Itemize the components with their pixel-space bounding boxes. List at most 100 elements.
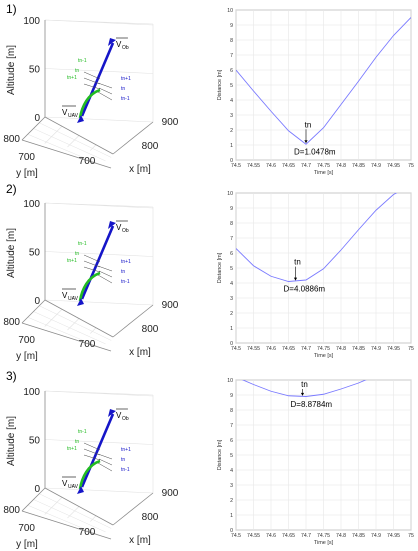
x-tick-label: 74.5 xyxy=(231,346,241,352)
vec-ob-label: V xyxy=(116,223,122,232)
x-axis-label: x [m] xyxy=(129,164,151,175)
tn-arrow-head xyxy=(293,277,298,281)
obstacle-trajectory xyxy=(80,225,115,300)
obstacle-time-label: tn-1 xyxy=(121,96,130,102)
projection-line xyxy=(97,274,113,284)
x-axis-label: Time [s] xyxy=(314,540,334,546)
projection-line xyxy=(83,260,101,268)
uav-trajectory xyxy=(78,271,101,302)
x-tick-label: 74.5 xyxy=(231,533,241,539)
distance-line xyxy=(236,193,398,282)
x-tick-label: 74.7 xyxy=(301,533,311,539)
floor-gridline xyxy=(67,135,80,148)
y-front-axis xyxy=(21,139,112,169)
floor-gridline-cross xyxy=(27,134,100,165)
z-gridline xyxy=(44,251,154,257)
x-axis-label: Time [s] xyxy=(314,170,334,176)
y-tick-label: 0 xyxy=(230,341,233,347)
y-tick-label: 10 xyxy=(227,8,233,14)
min-distance-annotation: D=8.8784m xyxy=(291,400,333,409)
panel-label-1: 1) xyxy=(6,2,17,16)
tn-marker-label: tn xyxy=(305,120,312,129)
x-depth-axis xyxy=(44,487,114,526)
tn-marker-label: tn xyxy=(294,258,301,267)
z-gridline xyxy=(44,439,154,445)
floor-gridline-cross xyxy=(27,505,100,536)
y-axis xyxy=(21,299,46,324)
x-tick-label: 74.75 xyxy=(317,163,330,169)
x-tick-label: 800 xyxy=(142,324,159,335)
x-tick-label: 74.65 xyxy=(282,163,295,169)
floor-gridline xyxy=(90,144,97,151)
y-tick-label: 0 xyxy=(230,528,233,534)
y-axis-label: Distance [m] xyxy=(217,252,223,283)
uav-arrow-head xyxy=(77,298,84,306)
floor-gridline-cross xyxy=(39,305,112,341)
obstacle-trajectory xyxy=(80,413,115,488)
obstacle-time-label: tn+1 xyxy=(121,447,131,453)
projection-line xyxy=(83,77,101,85)
x-tick-label: 74.95 xyxy=(387,163,400,169)
y-tick-label: 3 xyxy=(230,296,233,302)
floor-gridline-cross xyxy=(27,317,100,348)
vec-uav-subscript: UAV xyxy=(68,296,79,302)
y-tick-label: 4 xyxy=(230,468,233,474)
uav-time-label: tn-1 xyxy=(78,241,87,247)
y-tick-label: 1 xyxy=(230,326,233,332)
x-tick-label: 74.6 xyxy=(266,346,276,352)
x-tick-label: 74.8 xyxy=(336,533,346,539)
z-gridline xyxy=(44,487,154,494)
tn-arrow-head xyxy=(304,140,308,144)
floor-gridline xyxy=(90,327,97,334)
uav-time-label: tn xyxy=(75,251,79,257)
projection-line xyxy=(97,82,113,89)
floor-gridline xyxy=(44,497,63,515)
trajectory-3d-plot-3: 0 50 100 Altitude [m] 800 700 y [m] 900 800 700 x … xyxy=(3,387,179,550)
x-tick-label: 900 xyxy=(162,117,179,128)
floor-gridline xyxy=(44,309,63,327)
x-tick-label: 74.95 xyxy=(387,533,400,539)
projection-line xyxy=(83,83,101,90)
x-axis xyxy=(112,304,154,338)
trajectory-3d-plot-1: 0 50 100 Altitude [m] 800 700 y [m] 900 800 700 x … xyxy=(3,16,179,179)
x-tick-label: 74.6 xyxy=(266,533,276,539)
y-tick-label: 9 xyxy=(230,393,233,399)
x-tick-label: 74.85 xyxy=(352,533,365,539)
y-tick-label: 3 xyxy=(230,113,233,119)
vec-uav-subscript: UAV xyxy=(68,484,79,490)
obstacle-time-label: tn+1 xyxy=(121,76,131,82)
x-tick-label: 800 xyxy=(142,141,159,152)
y-tick-label: 6 xyxy=(230,68,233,74)
z-tick-label: 0 xyxy=(34,484,40,495)
x-tick-label: 74.8 xyxy=(336,346,346,352)
x-tick-label: 700 xyxy=(79,527,96,538)
x-axis xyxy=(112,492,154,526)
y-tick-label: 3 xyxy=(230,483,233,489)
uav-time-label: tn xyxy=(75,68,79,74)
x-axis-label: Time [s] xyxy=(314,353,334,359)
y-tick-label: 700 xyxy=(18,152,35,163)
y-tick-label: 700 xyxy=(18,523,35,534)
obstacle-time-label: tn-1 xyxy=(121,467,130,473)
distance-chart-2: 74.5 74.55 74.6 74.65 74.7 74.75 74.8 74.85 74.9… xyxy=(217,191,414,359)
y-axis xyxy=(21,116,46,141)
x-tick-label: 900 xyxy=(162,488,179,499)
floor-gridline-cross xyxy=(39,493,112,529)
vec-uav-label: V xyxy=(62,479,68,488)
y-tick-label: 1 xyxy=(230,513,233,519)
uav-arrow-head xyxy=(77,115,84,123)
min-distance-annotation: D=1.0478m xyxy=(294,147,336,156)
projection-line xyxy=(97,91,113,101)
distance-chart-1: 74.5 74.55 74.6 74.65 74.7 74.75 74.8 74.85 74.9… xyxy=(217,8,414,176)
y-tick-label: 700 xyxy=(18,335,35,346)
projection-line xyxy=(83,442,101,451)
y-tick-label: 6 xyxy=(230,438,233,444)
x-tick-label: 74.55 xyxy=(247,533,260,539)
y-tick-label: 4 xyxy=(230,98,233,104)
obstacle-arrow-head xyxy=(108,221,116,229)
projection-line xyxy=(83,266,101,273)
y-tick-label: 2 xyxy=(230,311,233,317)
y-tick-label: 7 xyxy=(230,423,233,429)
z-axis-label: Altitude [m] xyxy=(6,45,17,95)
